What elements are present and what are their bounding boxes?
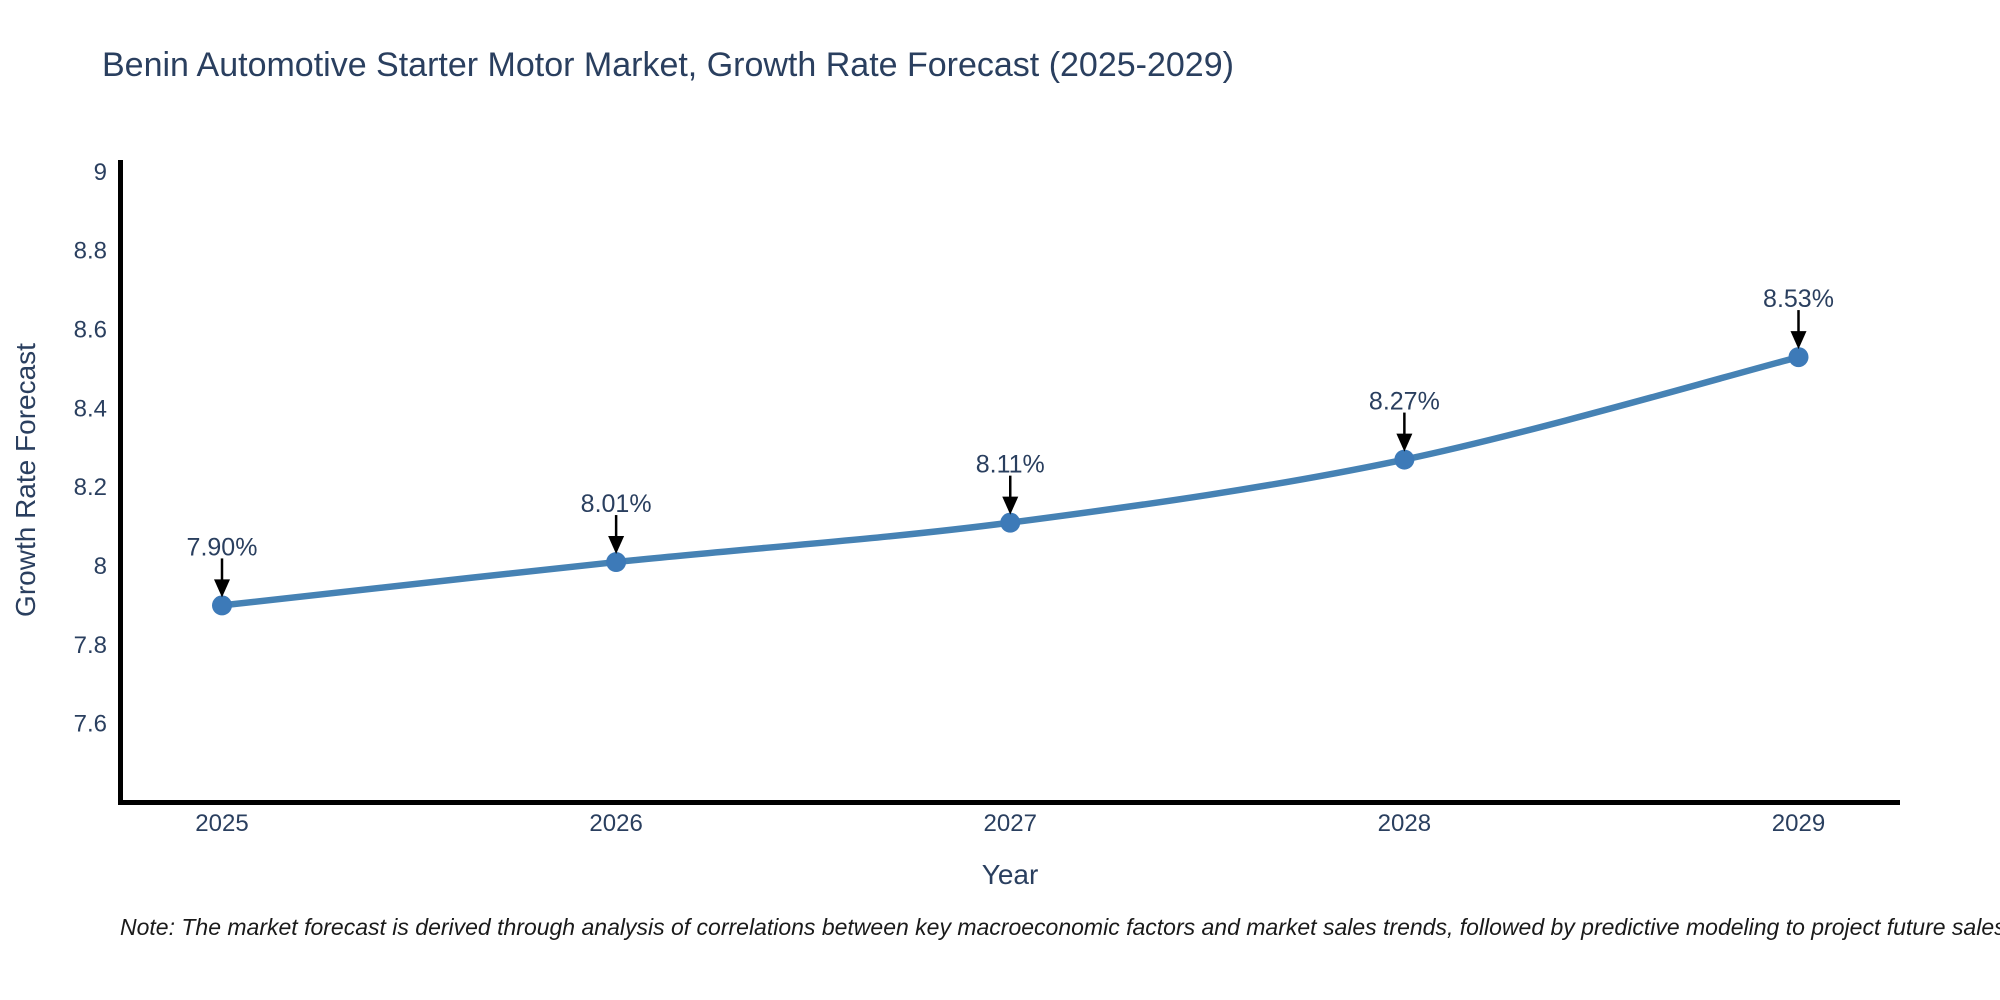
x-tick-label: 2029 — [1772, 810, 1825, 837]
annotation-arrow-head — [608, 536, 625, 555]
y-tick-label: 7.6 — [74, 711, 107, 738]
footnote: Note: The market forecast is derived thr… — [120, 914, 2000, 940]
data-point-marker — [1000, 512, 1021, 533]
x-axis-title: Year — [981, 859, 1039, 890]
x-tick-label: 2028 — [1378, 810, 1431, 837]
data-point-marker — [212, 595, 232, 616]
y-tick-label: 8.6 — [74, 316, 107, 343]
data-point-label: 7.90% — [187, 533, 258, 561]
annotation-arrow-head — [214, 579, 230, 598]
annotation-arrow-head — [1396, 433, 1413, 452]
data-point-label: 8.01% — [581, 490, 652, 518]
x-tick-label: 2025 — [195, 810, 248, 837]
y-tick-label: 8.8 — [74, 238, 107, 265]
y-tick-label: 8.2 — [74, 474, 107, 501]
y-tick-label: 7.8 — [74, 632, 107, 659]
x-tick-label: 2027 — [984, 810, 1037, 837]
data-point-marker — [1394, 449, 1415, 470]
data-point-label: 8.11% — [976, 451, 1045, 479]
y-tick-label: 9 — [94, 159, 107, 186]
data-point-marker — [1788, 347, 1809, 368]
x-tick-label: 2026 — [589, 810, 642, 837]
annotation-arrow-head — [1002, 496, 1019, 515]
data-point-marker — [606, 552, 627, 573]
data-point-label: 8.53% — [1763, 285, 1834, 313]
annotation-arrow-head — [1790, 331, 1807, 350]
y-tick-label: 8 — [94, 553, 107, 580]
chart-title: Benin Automotive Starter Motor Market, G… — [102, 46, 1234, 84]
data-point-label: 8.27% — [1369, 388, 1440, 416]
y-tick-label: 8.4 — [74, 395, 107, 422]
